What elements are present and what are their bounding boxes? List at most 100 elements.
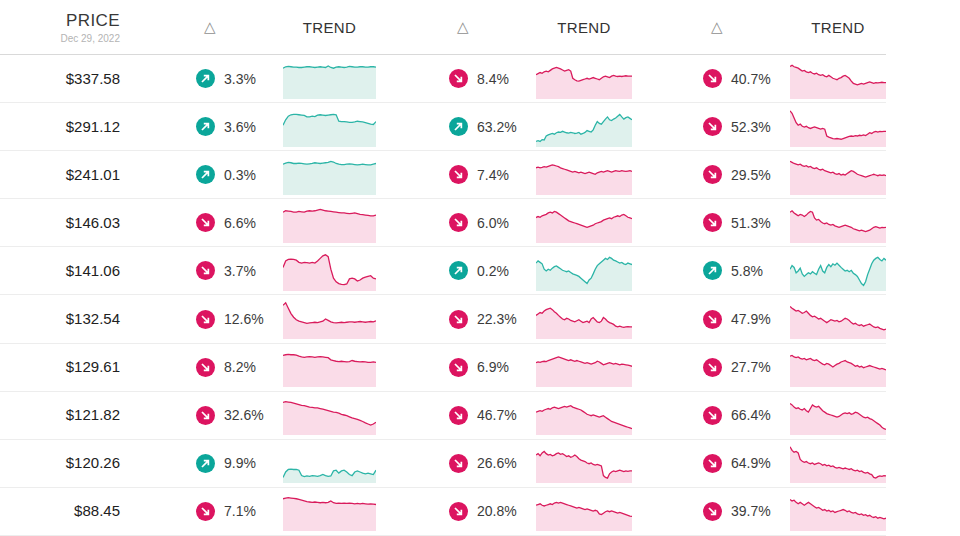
sparkline-3 <box>790 299 886 339</box>
sparkline-3 <box>790 443 886 483</box>
trend-down-icon <box>449 69 468 88</box>
delta-cell-1: 7.1% <box>196 502 283 521</box>
sparkline-3 <box>790 203 886 243</box>
trend-up-icon <box>449 117 468 136</box>
delta-cell-1: 8.2% <box>196 358 283 377</box>
price-value: $121.82 <box>66 406 120 423</box>
trend-up-icon <box>196 454 215 473</box>
sparkline-2 <box>536 395 632 435</box>
trend-down-icon <box>703 310 722 329</box>
price-value: $132.54 <box>66 310 120 327</box>
trend-down-icon <box>449 406 468 425</box>
trend-up-icon <box>703 261 722 280</box>
delta-cell-2: 63.2% <box>449 117 536 136</box>
delta-cell-1: 9.9% <box>196 454 283 473</box>
price-value: $88.45 <box>74 502 120 519</box>
sparkline-2 <box>536 203 632 243</box>
trend-down-icon <box>703 358 722 377</box>
trend-down-icon <box>703 117 722 136</box>
price-cell: $129.61 <box>0 358 120 376</box>
sparkline-1 <box>283 59 376 99</box>
table-row[interactable]: $120.26 9.9% 26.6% 64.9% <box>0 440 886 488</box>
delta-cell-3: 29.5% <box>703 165 790 184</box>
price-header-date: Dec 29, 2022 <box>0 33 120 44</box>
delta-value: 29.5% <box>731 167 771 183</box>
watchlist-table: PRICE Dec 29, 2022 △ TREND △ TREND △ TRE… <box>0 0 886 536</box>
table-row[interactable]: $291.12 3.6% 63.2% 52.3% <box>0 103 886 151</box>
price-value: $129.61 <box>66 358 120 375</box>
sparkline-2 <box>536 107 632 147</box>
trend-down-icon <box>703 502 722 521</box>
delta-cell-2: 6.9% <box>449 358 536 377</box>
table-row[interactable]: $337.58 3.3% 8.4% 40.7% <box>0 55 886 103</box>
delta-value: 51.3% <box>731 215 771 231</box>
trend-down-icon <box>703 454 722 473</box>
delta-value: 22.3% <box>477 311 517 327</box>
sparkline-2 <box>536 443 632 483</box>
trend-down-icon <box>703 69 722 88</box>
table-row[interactable]: $121.82 32.6% 46.7% 66.4% <box>0 392 886 440</box>
delta-value: 8.2% <box>224 359 256 375</box>
sparkline-3 <box>790 251 886 291</box>
table-row[interactable]: $88.45 7.1% 20.8% 39.7% <box>0 488 886 536</box>
sparkline-3 <box>790 107 886 147</box>
delta-cell-2: 20.8% <box>449 502 536 521</box>
delta-value: 8.4% <box>477 71 509 87</box>
table-row[interactable]: $141.06 3.7% 0.2% 5.8% <box>0 247 886 295</box>
delta-value: 5.8% <box>731 263 763 279</box>
delta-column-header-1: △ <box>196 18 283 36</box>
trend-down-icon <box>449 165 468 184</box>
sparkline-1 <box>283 107 376 147</box>
table-row[interactable]: $146.03 6.6% 6.0% 51.3% <box>0 199 886 247</box>
trend-column-header-3: TREND <box>790 19 886 36</box>
delta-cell-2: 26.6% <box>449 454 536 473</box>
trend-down-icon <box>703 406 722 425</box>
price-value: $291.12 <box>66 118 120 135</box>
delta-value: 6.9% <box>477 359 509 375</box>
delta-value: 26.6% <box>477 455 517 471</box>
sparkline-1 <box>283 203 376 243</box>
delta-cell-3: 66.4% <box>703 406 790 425</box>
sparkline-1 <box>283 443 376 483</box>
delta-value: 3.7% <box>224 263 256 279</box>
delta-triangle-icon: △ <box>204 18 216 36</box>
delta-cell-2: 6.0% <box>449 213 536 232</box>
delta-value: 0.2% <box>477 263 509 279</box>
delta-cell-1: 32.6% <box>196 406 283 425</box>
delta-cell-3: 64.9% <box>703 454 790 473</box>
trend-down-icon <box>449 502 468 521</box>
trend-down-icon <box>449 454 468 473</box>
delta-value: 64.9% <box>731 455 771 471</box>
delta-value: 27.7% <box>731 359 771 375</box>
sparkline-2 <box>536 299 632 339</box>
delta-cell-3: 51.3% <box>703 213 790 232</box>
trend-down-icon <box>196 261 215 280</box>
trend-down-icon <box>196 406 215 425</box>
sparkline-3 <box>790 347 886 387</box>
delta-cell-3: 40.7% <box>703 69 790 88</box>
delta-cell-1: 0.3% <box>196 165 283 184</box>
delta-value: 0.3% <box>224 167 256 183</box>
trend-down-icon <box>196 502 215 521</box>
sparkline-1 <box>283 155 376 195</box>
table-row[interactable]: $132.54 12.6% 22.3% 47.9% <box>0 295 886 343</box>
trend-down-icon <box>196 358 215 377</box>
delta-value: 20.8% <box>477 503 517 519</box>
delta-cell-3: 39.7% <box>703 502 790 521</box>
delta-value: 3.6% <box>224 119 256 135</box>
delta-value: 7.1% <box>224 503 256 519</box>
delta-triangle-icon: △ <box>457 18 469 36</box>
delta-value: 40.7% <box>731 71 771 87</box>
delta-value: 6.0% <box>477 215 509 231</box>
table-header: PRICE Dec 29, 2022 △ TREND △ TREND △ TRE… <box>0 0 886 55</box>
price-cell: $88.45 <box>0 502 120 520</box>
trend-column-header-1: TREND <box>283 19 376 36</box>
price-cell: $141.06 <box>0 262 120 280</box>
table-row[interactable]: $129.61 8.2% 6.9% 27.7% <box>0 344 886 392</box>
delta-cell-2: 8.4% <box>449 69 536 88</box>
trend-down-icon <box>449 213 468 232</box>
sparkline-1 <box>283 347 376 387</box>
sparkline-3 <box>790 155 886 195</box>
table-row[interactable]: $241.01 0.3% 7.4% 29.5% <box>0 151 886 199</box>
trend-down-icon <box>703 213 722 232</box>
